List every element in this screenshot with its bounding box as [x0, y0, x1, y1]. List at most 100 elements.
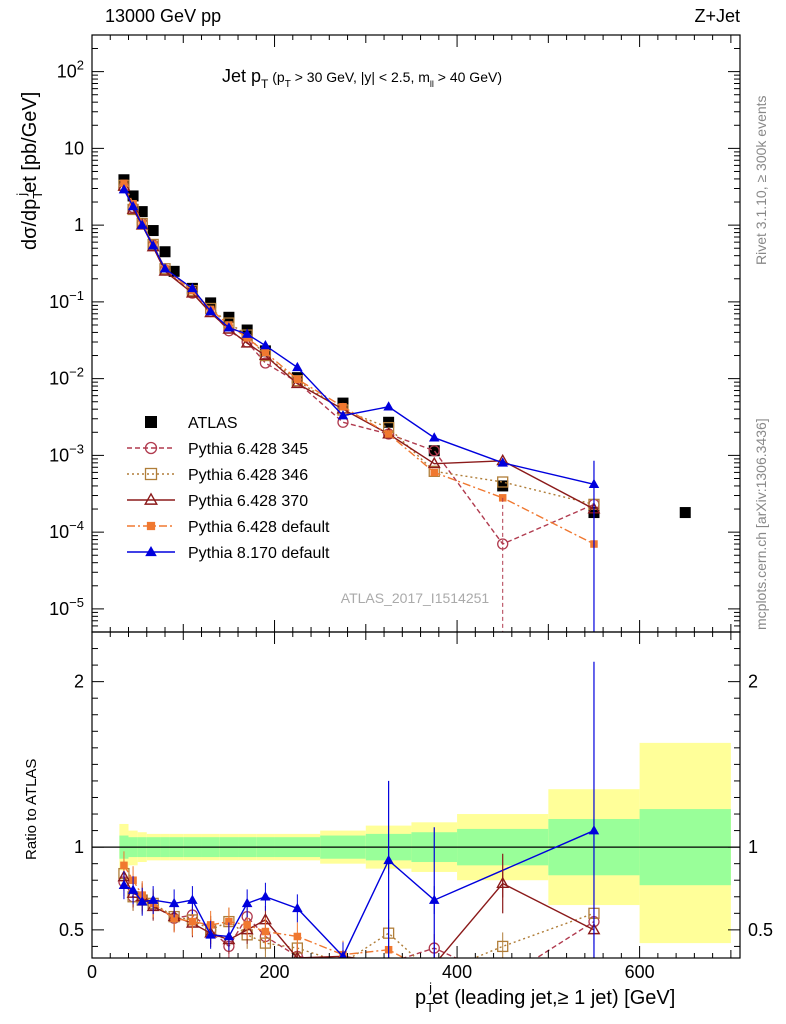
pythia-6428-default-marker	[120, 179, 128, 188]
pythia-6428-345-marker	[340, 957, 346, 958]
pythia-8170-default-marker	[497, 457, 508, 467]
atlas-marker	[147, 225, 159, 237]
process-label: Z+Jet	[694, 6, 740, 26]
ratio-y-tick-label: 0.5	[59, 920, 84, 940]
atlas-marker	[497, 480, 509, 492]
pythia-6428-default-ratio-line	[123, 864, 406, 958]
pythia-6428-370-marker	[387, 956, 390, 958]
legend-label-pythia-6428-345: Pythia 6.428 345	[188, 441, 308, 458]
pythia-6428-370-marker	[434, 957, 435, 958]
y-tick-label: 1	[74, 215, 84, 235]
ratio-series	[117, 661, 601, 985]
ratio-y-tick-label: 2	[74, 672, 84, 692]
x-tick-label: 200	[260, 962, 290, 982]
pythia-6428-346-marker	[428, 465, 440, 477]
pythia-6428-345-marker	[428, 445, 440, 457]
ratio-y-tick-label-right: 0.5	[748, 920, 773, 940]
atlas-marker	[223, 311, 235, 323]
pythia-8170-default-marker	[127, 884, 139, 894]
pythia-6428-346-marker	[144, 467, 158, 481]
pythia-8170-default-marker	[383, 401, 394, 411]
pythia-6428-370-marker	[427, 456, 441, 469]
atlas-marker	[168, 265, 180, 277]
atlas-marker	[428, 445, 440, 457]
pythia-8170-default-marker	[136, 896, 148, 906]
pythia-6428-default-marker	[188, 917, 197, 926]
pythia-6428-370-marker	[240, 336, 254, 348]
y-tick-label: 10−5	[49, 595, 84, 619]
pythia-6428-default-marker	[225, 917, 233, 926]
pythia-8170-default-marker	[292, 902, 303, 913]
x-axis-label: pTjet (leading jet,≥ 1 jet) [GeV]	[415, 980, 675, 1015]
pythia-6428-370-marker	[293, 951, 302, 958]
pythia-8170-default-marker	[168, 897, 180, 908]
pythia-6428-default-marker	[499, 967, 507, 975]
axes: 0 200 400 600 10−5 10−4 10−3 10−2 10−1 1 10 102 0.5 0…	[49, 34, 773, 982]
legend-label-pythia-6428-346: Pythia 6.428 346	[188, 467, 308, 484]
pythia-8170-default-marker	[260, 891, 271, 901]
y-tick-label: 10−4	[49, 518, 84, 542]
pythia-6428-default-marker	[261, 927, 270, 936]
pythia-8170-default-marker	[241, 897, 253, 908]
pythia-6428-default-marker	[293, 932, 302, 941]
pythia-8170-default-marker	[145, 545, 157, 557]
y-tick-label: 102	[57, 58, 84, 82]
y-tick-label: 10−3	[49, 441, 84, 465]
pythia-6428-default-marker	[170, 914, 178, 923]
ratio-y-tick-label-right: 2	[748, 672, 758, 692]
pythia-6428-default-marker	[243, 921, 251, 929]
pythia-6428-default-marker	[430, 468, 439, 477]
pythia-6428-370-marker	[144, 492, 158, 505]
pythia-8170-default-marker	[187, 282, 198, 293]
pythia-8170-default-marker	[127, 200, 139, 211]
mcplots-label: mcplots.cern.ch [arXiv:1306.3436]	[753, 418, 769, 630]
pythia-6428-345-ratio-line	[123, 881, 595, 958]
pythia-8170-default-marker	[205, 305, 216, 316]
pythia-8170-default-marker	[187, 894, 198, 904]
pythia-6428-345-line	[123, 187, 595, 545]
atlas-marker	[159, 246, 171, 258]
pythia-8170-default-marker	[205, 929, 216, 939]
pythia-6428-default-marker	[431, 971, 439, 979]
pythia-6428-346-marker	[147, 238, 159, 251]
x-tick-label: 600	[625, 962, 655, 982]
pythia-6428-370-line	[123, 186, 595, 510]
pythia-8170-default-marker	[159, 263, 171, 273]
legend-label-pythia-6428-370: Pythia 6.428 370	[188, 493, 308, 510]
pythia-6428-345-marker	[259, 357, 272, 369]
legend-label-pythia-8170-default: Pythia 8.170 default	[188, 545, 330, 562]
pythia-8170-default-marker	[241, 328, 253, 338]
pythia-8170-default-marker	[292, 361, 303, 372]
pythia-6428-345-marker	[385, 957, 392, 958]
legend: ATLAS Pythia 6.428 345 Pythia 6.428 346 Pyt…	[127, 415, 330, 562]
x-tick-label: 400	[442, 962, 472, 982]
atlas-marker	[145, 416, 157, 428]
y-tick-label: 10	[64, 138, 84, 158]
x-tick-label: 0	[87, 962, 97, 982]
y-tick-label: 10−2	[49, 365, 84, 389]
pythia-8170-default-marker	[118, 879, 130, 889]
pythia-6428-346-marker	[429, 970, 439, 980]
pythia-8170-default-marker	[337, 410, 349, 420]
legend-label-atlas: ATLAS	[188, 415, 238, 432]
pythia-8170-default-marker	[429, 432, 440, 442]
pythia-6428-default-marker	[339, 403, 347, 411]
legend-label-pythia-6428-default: Pythia 6.428 default	[188, 519, 330, 536]
pythia-8170-default-marker	[223, 322, 235, 332]
pythia-6428-default-marker	[261, 348, 270, 357]
pythia-6428-default-marker	[146, 521, 156, 531]
pythia-6428-default-marker	[590, 964, 598, 972]
ratio-frame	[91, 631, 741, 959]
atlas-marker	[679, 507, 691, 519]
ratio-y-tick-label: 1	[74, 837, 84, 857]
pythia-6428-346-marker	[497, 476, 509, 488]
pythia-6428-default-marker	[120, 861, 128, 870]
plot-title: Jet pT (pT > 30 GeV, |y| < 2.5, mll > 40…	[222, 66, 502, 91]
pythia-6428-346-marker	[337, 957, 349, 958]
pythia-6428-345-marker	[498, 975, 508, 985]
main-panel-data	[117, 174, 691, 632]
pythia-8170-default-marker	[136, 219, 148, 229]
y-tick-label: 10−1	[49, 288, 84, 312]
pythia-6428-default-line	[123, 183, 595, 545]
